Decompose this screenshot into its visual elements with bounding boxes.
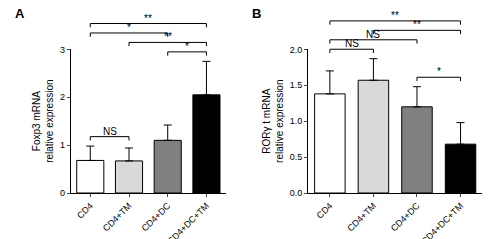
svg-text:A: A <box>15 6 25 21</box>
svg-text:CD4+DC: CD4+DC <box>389 200 422 233</box>
svg-text:*: * <box>127 22 131 33</box>
svg-text:CD4+TM: CD4+TM <box>345 201 378 234</box>
svg-text:CD4+TM: CD4+TM <box>101 201 134 234</box>
svg-text:**: ** <box>144 13 152 24</box>
svg-text:CD4+DC+TM: CD4+DC+TM <box>420 201 466 239</box>
svg-text:CD4+DC+TM: CD4+DC+TM <box>165 201 211 239</box>
svg-text:CD4: CD4 <box>75 201 95 221</box>
svg-text:2: 2 <box>60 92 65 102</box>
svg-text:*: * <box>185 41 189 52</box>
svg-text:B: B <box>252 6 261 21</box>
svg-text:**: ** <box>413 19 421 30</box>
svg-text:Foxp3 mRNArelative expression: Foxp3 mRNArelative expression <box>31 79 55 162</box>
svg-text:NS: NS <box>103 126 117 137</box>
svg-text:0.5: 0.5 <box>290 152 303 162</box>
svg-text:1: 1 <box>60 140 65 150</box>
svg-text:**: ** <box>164 31 172 42</box>
svg-text:0.0: 0.0 <box>290 188 303 198</box>
svg-text:**: ** <box>391 10 399 21</box>
svg-text:0: 0 <box>60 188 65 198</box>
svg-text:3: 3 <box>60 45 65 55</box>
svg-text:RORγ t mRNArelative expression: RORγ t mRNArelative expression <box>261 79 285 162</box>
svg-text:1.0: 1.0 <box>290 116 303 126</box>
svg-text:CD4+DC: CD4+DC <box>140 200 173 233</box>
svg-text:NS: NS <box>345 38 359 49</box>
svg-text:*: * <box>437 66 441 77</box>
svg-text:2.0: 2.0 <box>290 45 303 55</box>
svg-text:CD4: CD4 <box>315 201 335 221</box>
svg-text:NS: NS <box>366 29 380 40</box>
svg-text:1.5: 1.5 <box>290 80 303 90</box>
